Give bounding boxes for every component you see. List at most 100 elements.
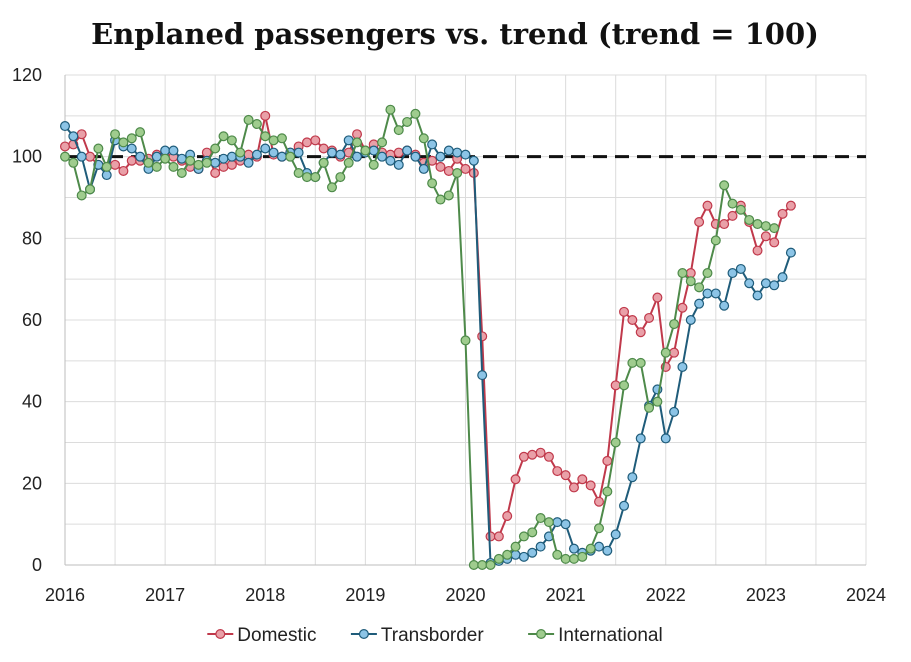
data-point-transborder [377, 151, 388, 162]
data-point-international [301, 172, 312, 183]
data-point-transborder [393, 159, 404, 170]
data-point-domestic [535, 447, 546, 458]
series-layer [59, 104, 796, 570]
data-point-transborder [327, 147, 338, 158]
legend-swatch-marker [536, 628, 547, 639]
data-point-international [110, 129, 121, 140]
data-point-transborder [777, 272, 788, 283]
data-point-domestic [518, 451, 529, 462]
data-point-domestic [669, 347, 680, 358]
legend-label: International [558, 625, 663, 646]
data-point-international [610, 437, 621, 448]
data-point-transborder [443, 145, 454, 156]
data-point-international [435, 194, 446, 205]
data-point-transborder [627, 472, 638, 483]
data-point-international [243, 114, 254, 125]
data-point-international [368, 159, 379, 170]
data-point-international [543, 517, 554, 528]
chart-title: Enplaned passengers vs. trend (trend = 1… [91, 17, 819, 51]
data-point-domestic [226, 159, 237, 170]
data-point-international [402, 116, 413, 127]
data-point-transborder [460, 149, 471, 160]
legend-swatch-marker [215, 628, 226, 639]
data-point-international [410, 108, 421, 119]
data-point-international [577, 551, 588, 562]
tick-label-layer: 0 20 40 60 80 100 120 2016 2017 2018 2019 2020 2021 2… [12, 65, 886, 605]
data-point-domestic [210, 168, 221, 179]
data-point-domestic [560, 470, 571, 481]
data-point-international [318, 157, 329, 168]
data-point-international [702, 268, 713, 279]
data-point-domestic [493, 531, 504, 542]
data-point-transborder [268, 147, 279, 158]
data-point-international [260, 131, 271, 142]
data-point-transborder [343, 135, 354, 146]
legend-label: Domestic [237, 625, 316, 646]
data-point-international [468, 559, 479, 570]
data-point-transborder [385, 155, 396, 166]
series-line-domestic [64, 114, 792, 538]
data-point-international [769, 223, 780, 234]
x-tick-label: 2022 [646, 585, 686, 605]
data-point-domestic [502, 511, 513, 522]
series-transborder [59, 121, 796, 568]
data-point-domestic [510, 474, 521, 485]
data-point-international [619, 380, 630, 391]
data-point-international [143, 157, 154, 168]
legend-item-international: International [528, 625, 663, 646]
y-tick-label: 0 [32, 555, 42, 575]
data-point-international [644, 402, 655, 413]
data-point-domestic [619, 306, 630, 317]
data-point-domestic [352, 129, 363, 140]
data-point-international [719, 180, 730, 191]
data-point-international [343, 157, 354, 168]
data-point-international [226, 135, 237, 146]
data-point-international [744, 214, 755, 225]
data-point-international [310, 172, 321, 183]
x-tick-label: 2019 [345, 585, 385, 605]
data-point-transborder [477, 370, 488, 381]
data-point-international [685, 276, 696, 287]
data-point-transborder [410, 151, 421, 162]
data-point-transborder [101, 170, 112, 181]
data-point-international [85, 184, 96, 195]
data-point-international [160, 153, 171, 164]
data-point-transborder [510, 549, 521, 560]
data-point-domestic [777, 208, 788, 219]
data-point-international [443, 190, 454, 201]
data-point-international [360, 145, 371, 156]
data-point-transborder [568, 543, 579, 554]
data-point-domestic [635, 327, 646, 338]
y-tick-label: 100 [12, 147, 42, 167]
series-international [59, 104, 780, 570]
data-point-international [752, 219, 763, 230]
data-point-transborder [151, 151, 162, 162]
data-point-international [135, 127, 146, 138]
data-point-transborder [276, 151, 287, 162]
data-point-domestic [760, 231, 771, 242]
data-point-international [552, 549, 563, 560]
data-point-domestic [218, 161, 229, 172]
data-point-international [101, 161, 112, 172]
x-tick-label: 2023 [746, 585, 786, 605]
data-point-international [710, 235, 721, 246]
data-point-international [669, 319, 680, 330]
data-point-transborder [785, 247, 796, 258]
data-point-transborder [710, 288, 721, 299]
data-point-international [585, 543, 596, 554]
data-point-international [176, 168, 187, 179]
data-point-domestic [460, 163, 471, 174]
data-point-transborder [560, 519, 571, 530]
x-tick-label: 2016 [45, 585, 85, 605]
data-point-international [760, 221, 771, 232]
data-point-domestic [318, 143, 329, 154]
data-point-transborder [210, 157, 221, 168]
data-point-international [460, 335, 471, 346]
data-point-international [735, 204, 746, 215]
data-point-transborder [452, 147, 463, 158]
data-point-domestic [85, 151, 96, 162]
data-point-international [518, 531, 529, 542]
data-point-domestic [243, 149, 254, 160]
data-point-domestic [719, 219, 730, 230]
